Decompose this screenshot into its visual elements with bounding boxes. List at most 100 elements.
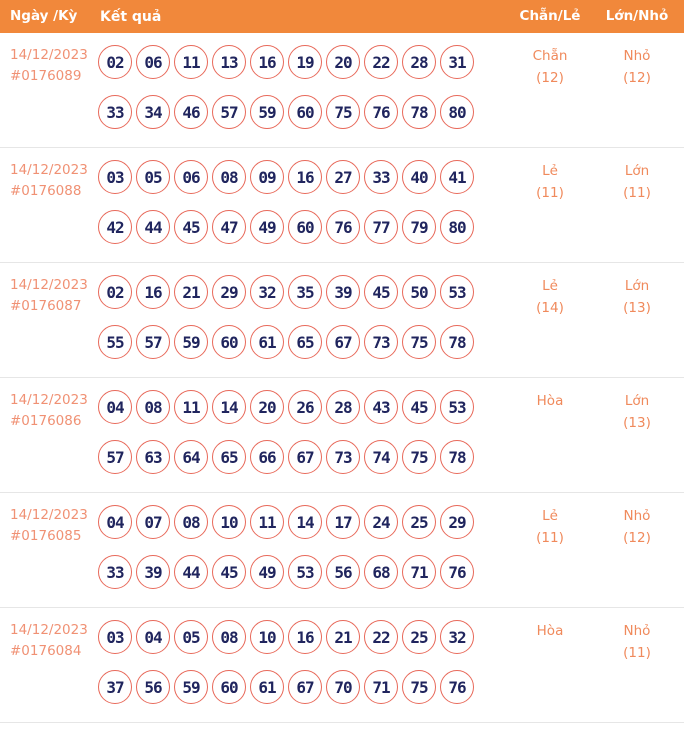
- lottery-ball: 56: [326, 555, 360, 589]
- date-period-cell: 14/12/2023 #0176086: [0, 390, 96, 432]
- lottery-ball: 44: [174, 555, 208, 589]
- lottery-ball: 33: [98, 555, 132, 589]
- big-small-result: Lớn: [624, 278, 650, 294]
- numbers-line-1: 03 04 05 08 10 16 21 22 25 32: [98, 620, 480, 654]
- lottery-ball: 20: [326, 45, 360, 79]
- lottery-ball: 45: [174, 210, 208, 244]
- draw-period: #0176089: [10, 67, 82, 84]
- lottery-ball: 75: [326, 95, 360, 129]
- lottery-ball: 32: [250, 275, 284, 309]
- lottery-ball: 06: [136, 45, 170, 79]
- lottery-ball: 80: [440, 95, 474, 129]
- lottery-ball: 05: [174, 620, 208, 654]
- numbers-line-2: 57 63 64 65 66 67 73 74 75 78: [98, 440, 480, 474]
- lottery-ball: 26: [288, 390, 322, 424]
- lottery-ball: 22: [364, 45, 398, 79]
- lottery-ball: 37: [98, 670, 132, 704]
- lottery-ball: 10: [212, 505, 246, 539]
- even-odd-count: (14): [536, 300, 564, 317]
- lottery-ball: 57: [212, 95, 246, 129]
- lottery-ball: 56: [136, 670, 170, 704]
- lottery-ball: 08: [212, 620, 246, 654]
- lottery-ball: 13: [212, 45, 246, 79]
- lottery-ball: 53: [440, 275, 474, 309]
- result-row: 14/12/2023 #0176085 04 07 08 10 11 14 17…: [0, 493, 684, 608]
- lottery-ball: 80: [440, 210, 474, 244]
- big-small-result: Lớn: [624, 163, 650, 179]
- lottery-ball: 28: [402, 45, 436, 79]
- numbers-cell: 02 06 11 13 16 19 20 22 28 31 33 34 46 5…: [96, 45, 480, 129]
- lottery-ball: 57: [98, 440, 132, 474]
- numbers-line-1: 04 08 11 14 20 26 28 43 45 53: [98, 390, 480, 424]
- lottery-ball: 71: [364, 670, 398, 704]
- draw-period: #0176084: [10, 642, 82, 659]
- lottery-ball: 45: [364, 275, 398, 309]
- lottery-ball: 60: [212, 670, 246, 704]
- even-odd-count: (11): [536, 530, 564, 547]
- lottery-ball: 74: [364, 440, 398, 474]
- draw-date: 14/12/2023: [10, 392, 88, 408]
- big-small-count: (12): [623, 530, 651, 547]
- lottery-ball: 45: [212, 555, 246, 589]
- lottery-ball: 09: [250, 160, 284, 194]
- big-small-result: Lớn: [624, 393, 650, 409]
- big-small-count: (11): [623, 645, 651, 662]
- lottery-ball: 57: [136, 325, 170, 359]
- lottery-ball: 75: [402, 670, 436, 704]
- numbers-line-1: 02 16 21 29 32 35 39 45 50 53: [98, 275, 480, 309]
- lottery-ball: 59: [174, 325, 208, 359]
- lottery-ball: 66: [250, 440, 284, 474]
- lottery-ball: 45: [402, 390, 436, 424]
- lottery-ball: 21: [174, 275, 208, 309]
- lottery-ball: 04: [98, 505, 132, 539]
- lottery-ball: 11: [250, 505, 284, 539]
- lottery-ball: 41: [440, 160, 474, 194]
- lottery-ball: 16: [288, 160, 322, 194]
- result-row: 14/12/2023 #0176086 04 08 11 14 20 26 28…: [0, 378, 684, 493]
- draw-period: #0176088: [10, 182, 82, 199]
- lottery-ball: 63: [136, 440, 170, 474]
- numbers-line-2: 37 56 59 60 61 67 70 71 75 76: [98, 670, 480, 704]
- header-big-small: Lớn/Nhỏ: [605, 7, 669, 24]
- draw-period: #0176086: [10, 412, 82, 429]
- lottery-ball: 39: [326, 275, 360, 309]
- lottery-ball: 28: [326, 390, 360, 424]
- lottery-ball: 59: [174, 670, 208, 704]
- lottery-ball: 67: [288, 440, 322, 474]
- big-small-count: (11): [623, 185, 651, 202]
- big-small-count: (13): [623, 415, 651, 432]
- lottery-ball: 25: [402, 505, 436, 539]
- header-even-odd: Chẵn/Lẻ: [519, 7, 581, 24]
- numbers-line-2: 55 57 59 60 61 65 67 73 75 78: [98, 325, 480, 359]
- lottery-ball: 71: [402, 555, 436, 589]
- numbers-cell: 03 05 06 08 09 16 27 33 40 41 42 44 45 4…: [96, 160, 480, 244]
- even-odd-cell: Lẻ (11): [510, 160, 590, 205]
- lottery-ball: 39: [136, 555, 170, 589]
- result-row: 14/12/2023 #0176087 02 16 21 29 32 35 39…: [0, 263, 684, 378]
- numbers-line-2: 33 39 44 45 49 53 56 68 71 76: [98, 555, 480, 589]
- lottery-ball: 73: [326, 440, 360, 474]
- even-odd-result: Lẻ: [542, 278, 558, 294]
- date-period-cell: 14/12/2023 #0176089: [0, 45, 96, 87]
- lottery-ball: 44: [136, 210, 170, 244]
- lottery-ball: 75: [402, 440, 436, 474]
- lottery-ball: 61: [250, 670, 284, 704]
- lottery-ball: 65: [212, 440, 246, 474]
- draw-date: 14/12/2023: [10, 507, 88, 523]
- big-small-count: (12): [623, 70, 651, 87]
- lottery-ball: 60: [288, 95, 322, 129]
- even-odd-cell: Lẻ (11): [510, 505, 590, 550]
- draw-date: 14/12/2023: [10, 162, 88, 178]
- header-result: Kết quả: [100, 8, 162, 25]
- lottery-ball: 02: [98, 45, 132, 79]
- numbers-cell: 02 16 21 29 32 35 39 45 50 53 55 57 59 6…: [96, 275, 480, 359]
- numbers-line-1: 03 05 06 08 09 16 27 33 40 41: [98, 160, 480, 194]
- lottery-ball: 27: [326, 160, 360, 194]
- lottery-ball: 14: [288, 505, 322, 539]
- lottery-ball: 16: [250, 45, 284, 79]
- even-odd-count: (11): [536, 185, 564, 202]
- draw-date: 14/12/2023: [10, 277, 88, 293]
- header-date-period: Ngày /Kỳ: [10, 8, 78, 25]
- lottery-ball: 29: [212, 275, 246, 309]
